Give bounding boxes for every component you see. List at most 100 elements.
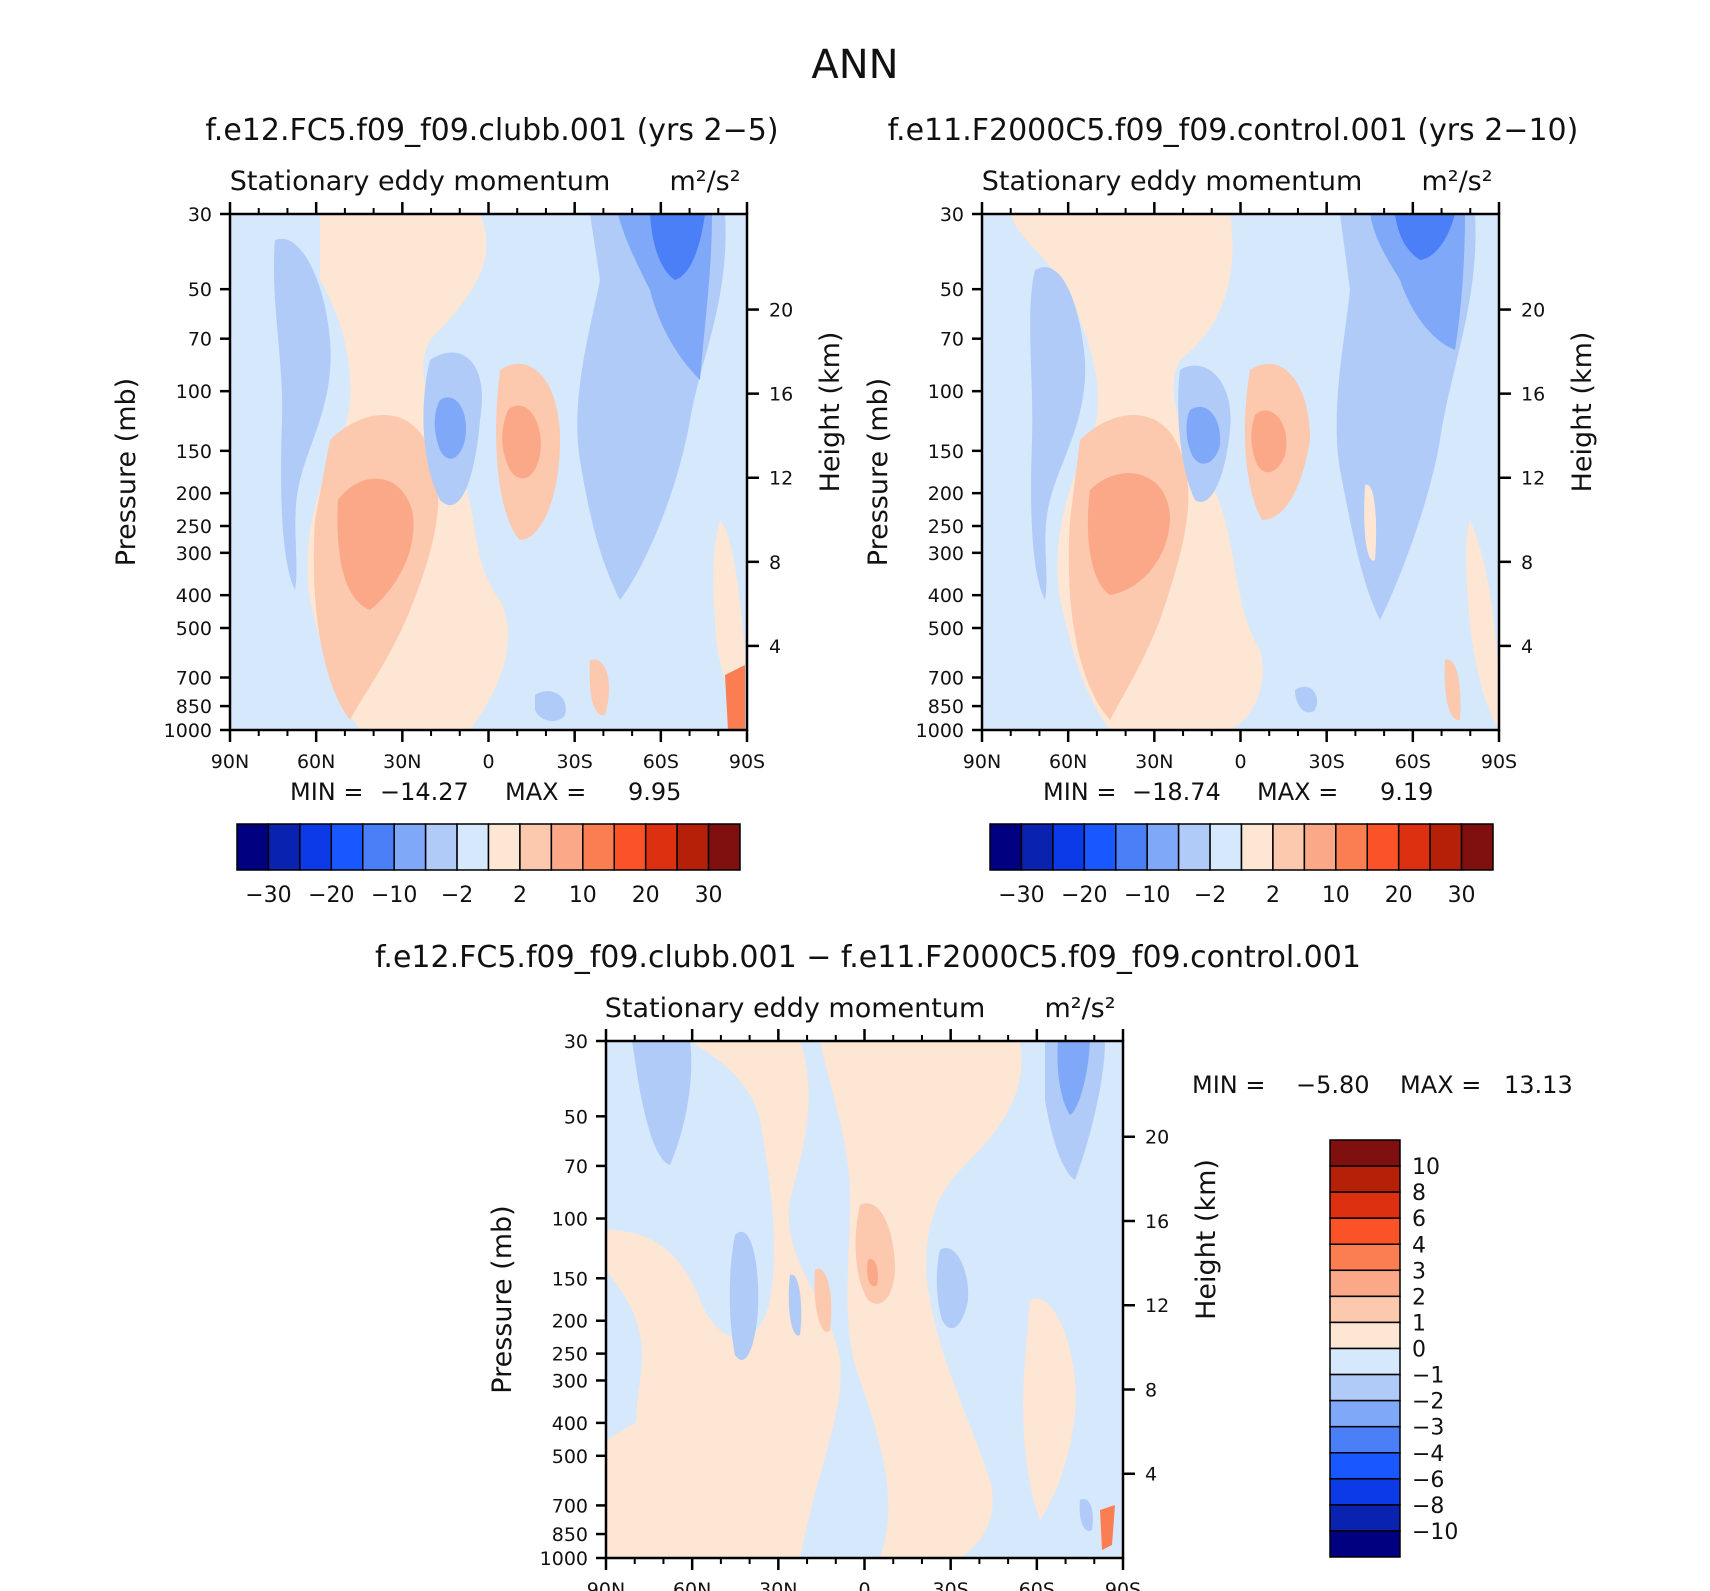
negative-region-2 (1186, 406, 1221, 464)
lat-tick-label: 60N (297, 751, 335, 773)
lat-tick-label: 90N (587, 1579, 625, 1591)
colorbar-label: −1 (1412, 1364, 1444, 1389)
colorbar-label: −2 (1412, 1390, 1444, 1415)
pressure-tick-label: 150 (552, 1268, 588, 1290)
lat-tick-label: 30S (1309, 751, 1345, 773)
panel-subtitle: Stationary eddy momentum (230, 166, 611, 197)
colorbar-swatch (644, 823, 678, 871)
height-tick-label: 4 (1145, 1464, 1157, 1486)
height-tick-label: 8 (769, 552, 781, 574)
pressure-tick-label: 300 (552, 1370, 588, 1392)
lat-tick-label: 30S (933, 1579, 969, 1591)
y-axis-label: Pressure (mb) (487, 1205, 518, 1393)
min-value: −5.80 (1296, 1071, 1370, 1099)
colorbar-label: −3 (1412, 1416, 1444, 1441)
colorbar-swatch (1303, 823, 1337, 871)
negative-region-6 (1057, 1041, 1090, 1115)
colorbar-swatch (1115, 823, 1148, 871)
colorbar-label: 2 (513, 883, 527, 908)
colorbar-swatch (487, 823, 521, 871)
pressure-tick-label: 250 (552, 1344, 588, 1366)
pressure-tick-label: 200 (928, 483, 964, 505)
lat-tick-label: 90N (963, 751, 1001, 773)
lat-tick-label: 90S (1481, 751, 1517, 773)
colorbar-swatch (1329, 1191, 1401, 1219)
colorbar-label: −8 (1412, 1494, 1444, 1519)
lat-tick-label: 60N (1049, 751, 1087, 773)
min-label: MIN = (290, 778, 363, 806)
pressure-tick-label: 150 (176, 441, 212, 463)
colorbar-swatch (1146, 823, 1180, 871)
units-label: m²/s² (1421, 166, 1492, 197)
positive-region-7 (589, 659, 610, 716)
pressure-tick-label: 70 (188, 329, 212, 351)
pressure-tick-label: 100 (552, 1209, 588, 1231)
positive-region-7 (814, 1268, 832, 1332)
max-value: 13.13 (1504, 1071, 1573, 1099)
positive-region-5 (1251, 410, 1287, 473)
negative-region-2 (729, 1231, 759, 1360)
height-tick-label: 16 (1521, 384, 1545, 406)
colorbar-label: −2 (441, 883, 473, 908)
negative-region-7 (1079, 1499, 1093, 1531)
colorbar-swatch (1329, 1478, 1401, 1506)
colorbar-label: −30 (245, 883, 291, 908)
pressure-tick-label: 1000 (164, 720, 212, 742)
positive-region-8 (725, 665, 745, 730)
positive-region-3 (1087, 473, 1170, 595)
min-label: MIN = (1192, 1071, 1265, 1099)
y-axis-label: Pressure (mb) (111, 378, 142, 566)
colorbar-swatch (989, 823, 1023, 871)
colorbar-label: 10 (569, 883, 597, 908)
height-tick-label: 12 (1521, 468, 1545, 490)
figure-title: ANN (811, 42, 898, 88)
positive-region-8 (1100, 1505, 1115, 1550)
colorbar-label: 10 (1412, 1155, 1440, 1180)
colorbar-swatch (1329, 1373, 1401, 1402)
pressure-tick-label: 700 (928, 668, 964, 690)
colorbar-label: 1 (1412, 1311, 1426, 1336)
lat-tick-label: 60S (643, 751, 679, 773)
colorbar-swatch (1240, 823, 1274, 871)
pressure-tick-label: 30 (188, 204, 212, 226)
height-tick-label: 20 (1145, 1127, 1169, 1149)
height-tick-label: 4 (1521, 636, 1533, 658)
negative-region-2 (434, 397, 466, 459)
panel-title: f.e11.F2000C5.f09_f09.control.001 (yrs 2… (888, 113, 1579, 148)
height-tick-label: 4 (769, 636, 781, 658)
colorbar-label: −10 (1412, 1520, 1458, 1545)
pressure-tick-label: 50 (188, 279, 212, 301)
colorbar-label: −4 (1412, 1442, 1444, 1467)
lat-tick-label: 60N (673, 1579, 711, 1591)
height-tick-label: 8 (1145, 1379, 1157, 1401)
y-axis-label-right: Height (km) (1191, 1159, 1222, 1320)
colorbar-swatch (424, 823, 458, 871)
colorbar-label: 2 (1266, 883, 1280, 908)
panel-difference: f.e12.FC5.f09_f09.clubb.001 − f.e11.F200… (375, 940, 1573, 1591)
pressure-tick-label: 850 (552, 1524, 588, 1546)
negative-region-6 (650, 214, 705, 280)
colorbar-swatch (1460, 823, 1494, 871)
colorbar-swatch (267, 823, 301, 871)
colorbar-swatch (1329, 1504, 1401, 1532)
y-axis-label: Pressure (mb) (863, 378, 894, 566)
negative-region-7 (535, 691, 566, 722)
panel-clubb: f.e12.FC5.f09_f09.clubb.001 (yrs 2−5) St… (111, 113, 846, 773)
colorbar-swatch (1329, 1269, 1401, 1298)
min-label: MIN = (1043, 778, 1116, 806)
colorbar-swatch (1329, 1295, 1401, 1324)
pressure-tick-label: 1000 (540, 1548, 588, 1570)
pressure-tick-label: 50 (940, 279, 964, 301)
colorbar-label: −10 (371, 883, 417, 908)
lat-tick-label: 90S (729, 751, 765, 773)
panel-title: f.e12.FC5.f09_f09.clubb.001 − f.e11.F200… (375, 940, 1361, 975)
panel-title: f.e12.FC5.f09_f09.clubb.001 (yrs 2−5) (205, 113, 778, 148)
lat-tick-label: 0 (1234, 751, 1246, 773)
pressure-tick-label: 250 (928, 516, 964, 538)
colorbar-label: 4 (1412, 1233, 1426, 1258)
pressure-tick-label: 70 (564, 1156, 588, 1178)
negative-region-6 (1395, 214, 1455, 260)
pressure-tick-label: 30 (940, 204, 964, 226)
colorbar-swatch (393, 823, 427, 871)
